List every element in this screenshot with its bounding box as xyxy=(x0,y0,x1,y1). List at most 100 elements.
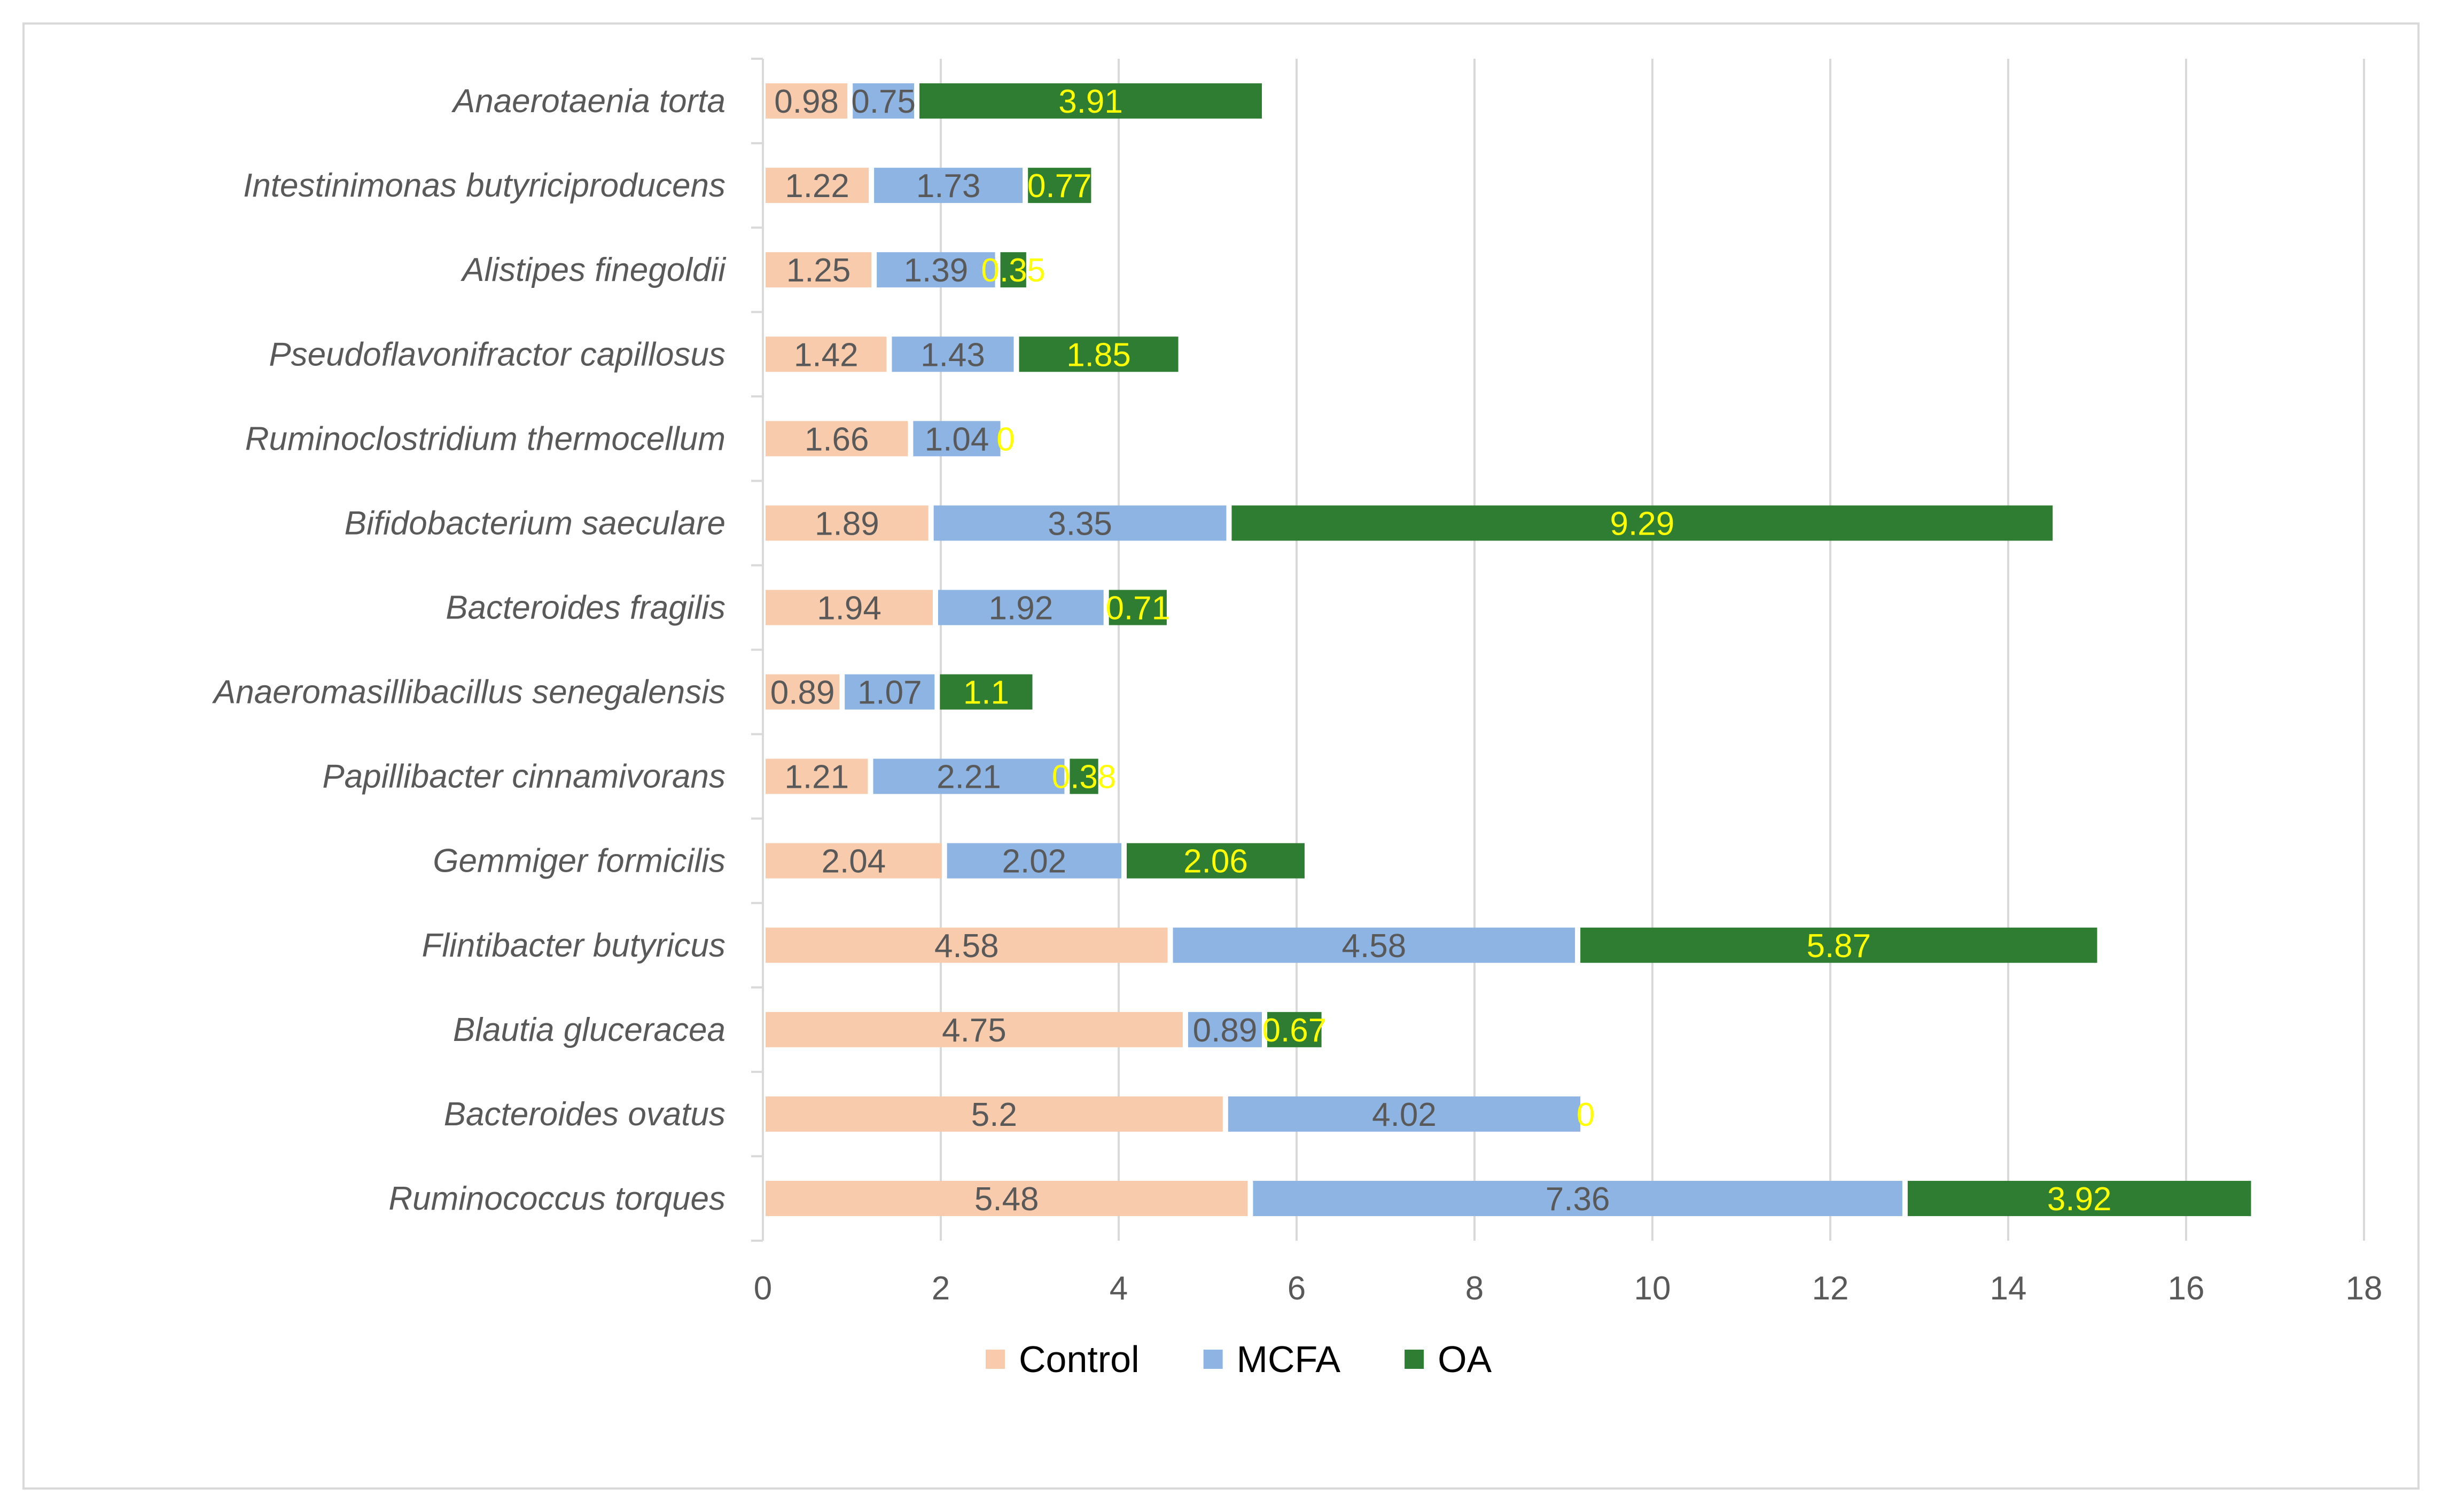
gridlines xyxy=(940,59,2365,1241)
data-label-oa: 0.38 xyxy=(1052,759,1117,796)
x-tick-label: 16 xyxy=(2168,1270,2205,1307)
bar-oa-5 xyxy=(1231,505,2053,541)
data-label-oa: 5.87 xyxy=(1806,928,1871,965)
bar-control-12 xyxy=(766,1096,1223,1132)
category-label: Bacteroides ovatus xyxy=(444,1096,725,1133)
data-label-mcfa: 1.07 xyxy=(857,675,922,711)
data-label-control: 5.48 xyxy=(974,1181,1039,1218)
data-label-oa: 1.85 xyxy=(1066,336,1131,373)
bar-oa-3 xyxy=(1019,336,1179,372)
bar-mcfa-2 xyxy=(877,252,995,288)
bar-control-9 xyxy=(766,843,942,879)
bar-control-6 xyxy=(766,590,933,625)
data-label-control: 0.98 xyxy=(774,83,839,120)
legend-swatch-oa xyxy=(1405,1350,1424,1369)
data-label-mcfa: 7.36 xyxy=(1546,1181,1610,1218)
data-label-control: 5.2 xyxy=(971,1096,1017,1133)
bar-mcfa-0 xyxy=(853,83,915,119)
data-label-control: 4.58 xyxy=(934,928,999,965)
data-label-oa: 0.35 xyxy=(981,252,1046,289)
bar-mcfa-5 xyxy=(933,505,1227,541)
bar-oa-1 xyxy=(1028,168,1091,203)
data-label-oa: 0 xyxy=(1577,1096,1595,1133)
data-label-oa: 2.06 xyxy=(1183,843,1248,880)
data-label-control: 2.04 xyxy=(821,843,886,880)
data-label-oa: 0.77 xyxy=(1027,168,1092,205)
category-label: Pseudoflavonifractor capillosus xyxy=(269,336,725,373)
category-label: Alistipes finegoldii xyxy=(460,252,727,288)
bar-mcfa-1 xyxy=(874,168,1023,203)
bar-oa-9 xyxy=(1126,843,1305,879)
bar-control-5 xyxy=(766,505,929,541)
bar-control-7 xyxy=(766,674,840,710)
category-label: Bifidobacterium saeculare xyxy=(345,505,725,542)
x-tick-labels: 0 2 4 6 8 10 12 14 16 18 xyxy=(754,1270,2383,1307)
bar-mcfa-12 xyxy=(1228,1096,1581,1132)
data-label-control: 1.89 xyxy=(815,505,879,542)
data-label-control: 1.25 xyxy=(786,252,851,289)
bar-oa-8 xyxy=(1070,758,1098,794)
data-label-mcfa: 4.58 xyxy=(1342,928,1407,965)
bar-oa-6 xyxy=(1109,590,1167,625)
data-label-oa: 0.71 xyxy=(1105,590,1170,626)
bar-oa-2 xyxy=(1000,252,1026,288)
bar-oa-0 xyxy=(919,83,1262,119)
data-label-mcfa: 2.21 xyxy=(937,759,1001,796)
data-label-oa: 9.29 xyxy=(1610,505,1675,542)
bar-control-0 xyxy=(766,83,848,119)
x-tick-label: 14 xyxy=(1990,1270,2027,1307)
y-axis xyxy=(751,58,764,1242)
data-label-mcfa: 1.43 xyxy=(920,336,985,373)
x-tick-label: 18 xyxy=(2346,1270,2383,1307)
x-tick-label: 6 xyxy=(1288,1270,1306,1307)
data-label-mcfa: 1.39 xyxy=(904,252,969,289)
category-labels: Anaerotaenia torta Intestinimonas butyric… xyxy=(212,83,727,1217)
bar-mcfa-7 xyxy=(845,674,935,710)
x-tick-label: 10 xyxy=(1634,1270,1671,1307)
bar-control-2 xyxy=(766,252,872,288)
legend-label-control: Control xyxy=(1019,1338,1140,1380)
bar-mcfa-8 xyxy=(873,758,1065,794)
data-label-mcfa: 1.04 xyxy=(925,421,989,458)
legend-label-oa: OA xyxy=(1438,1338,1492,1380)
legend: Control MCFA OA xyxy=(986,1338,1492,1380)
chart-frame xyxy=(22,22,2420,1490)
data-label-mcfa: 1.73 xyxy=(916,168,981,205)
bar-mcfa-3 xyxy=(892,336,1014,372)
data-label-mcfa: 4.02 xyxy=(1372,1096,1437,1133)
bar-mcfa-4 xyxy=(913,421,1001,457)
bar-control-11 xyxy=(766,1012,1183,1047)
data-label-mcfa: 2.02 xyxy=(1002,843,1066,880)
category-label: Gemmiger formicilis xyxy=(433,843,725,880)
x-tick-label: 4 xyxy=(1110,1270,1128,1307)
data-label-oa: 0.67 xyxy=(1262,1012,1327,1049)
bar-control-8 xyxy=(766,758,868,794)
bar-oa-10 xyxy=(1580,927,2097,963)
data-label-control: 1.42 xyxy=(794,336,859,373)
category-label: Intestinimonas butyriciproducens xyxy=(243,167,725,204)
category-label: Ruminoclostridium thermocellum xyxy=(245,420,725,457)
legend-swatch-control xyxy=(986,1350,1005,1369)
category-label: Bacteroides fragilis xyxy=(446,589,725,626)
category-label: Flintibacter butyricus xyxy=(422,927,725,964)
data-label-oa: 3.91 xyxy=(1058,83,1123,120)
bar-oa-11 xyxy=(1267,1012,1322,1047)
data-label-oa: 0 xyxy=(996,421,1015,458)
data-label-oa: 3.92 xyxy=(2047,1181,2112,1218)
bar-control-10 xyxy=(766,927,1168,963)
legend-swatch-mcfa xyxy=(1203,1350,1223,1369)
category-label: Anaerotaenia torta xyxy=(451,83,725,120)
data-label-mcfa: 1.92 xyxy=(989,590,1054,626)
data-label-oa: 1.1 xyxy=(963,675,1009,711)
data-label-control: 0.89 xyxy=(770,675,835,711)
bar-oa-13 xyxy=(1907,1180,2251,1216)
bar-control-3 xyxy=(766,336,887,372)
category-label: Ruminococcus torques xyxy=(388,1180,725,1217)
x-tick-label: 12 xyxy=(1812,1270,1849,1307)
bars xyxy=(766,83,2251,1216)
bar-mcfa-10 xyxy=(1173,927,1575,963)
data-label-mcfa: 3.35 xyxy=(1048,505,1112,542)
legend-label-mcfa: MCFA xyxy=(1237,1338,1341,1380)
x-tick-label: 8 xyxy=(1465,1270,1484,1307)
